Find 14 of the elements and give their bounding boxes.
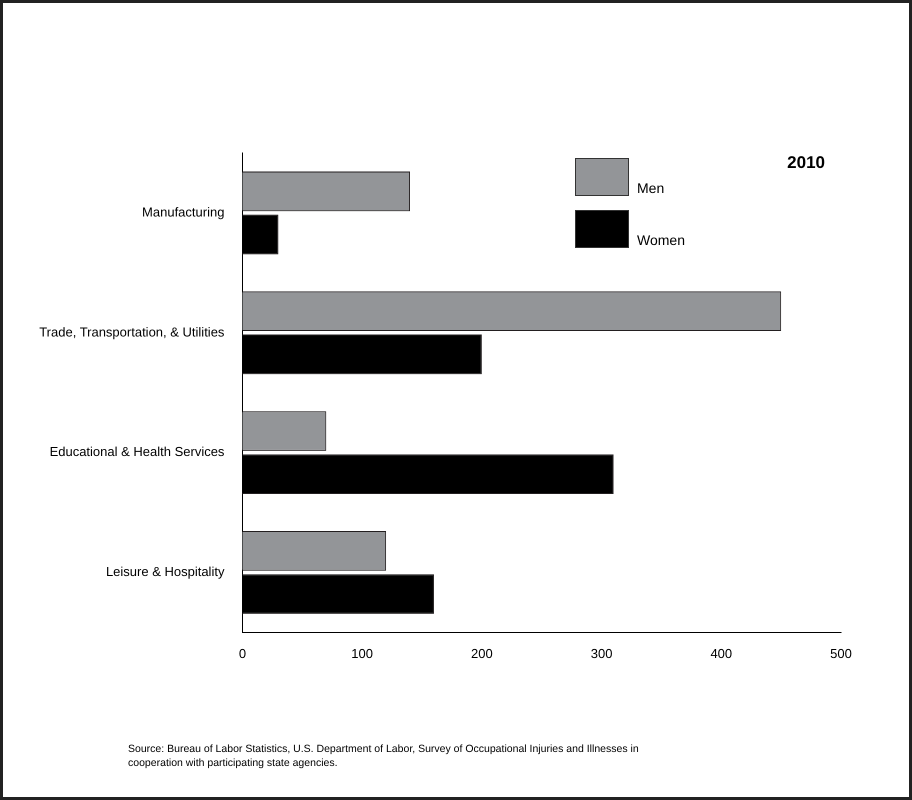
y-tick-label: Educational & Health Services [50, 444, 225, 460]
text: Women [637, 232, 685, 248]
x-tick-label: 100 [351, 646, 374, 661]
x-tick-label: 400 [710, 646, 732, 661]
source-note: Source: Bureau of Labor Statistics, U.S. Department of Labor, Survey of Occupational Injuries and Illnesses in cooperation with participating state agencies. [128, 743, 640, 770]
x-tick-label: 300 [590, 646, 612, 661]
chart-title: 2010 [787, 153, 825, 172]
y-tick-label: Leisure & Hospitality [106, 564, 225, 580]
x-tick-label: 500 [830, 646, 852, 661]
text: Men [637, 180, 664, 196]
x-tick-label: 200 [471, 646, 493, 661]
y-tick-label: Manufacturing [142, 204, 224, 220]
x-tick-label: 0 [238, 646, 246, 661]
y-tick-label: Trade, Transportation, & Utilities [39, 324, 225, 340]
